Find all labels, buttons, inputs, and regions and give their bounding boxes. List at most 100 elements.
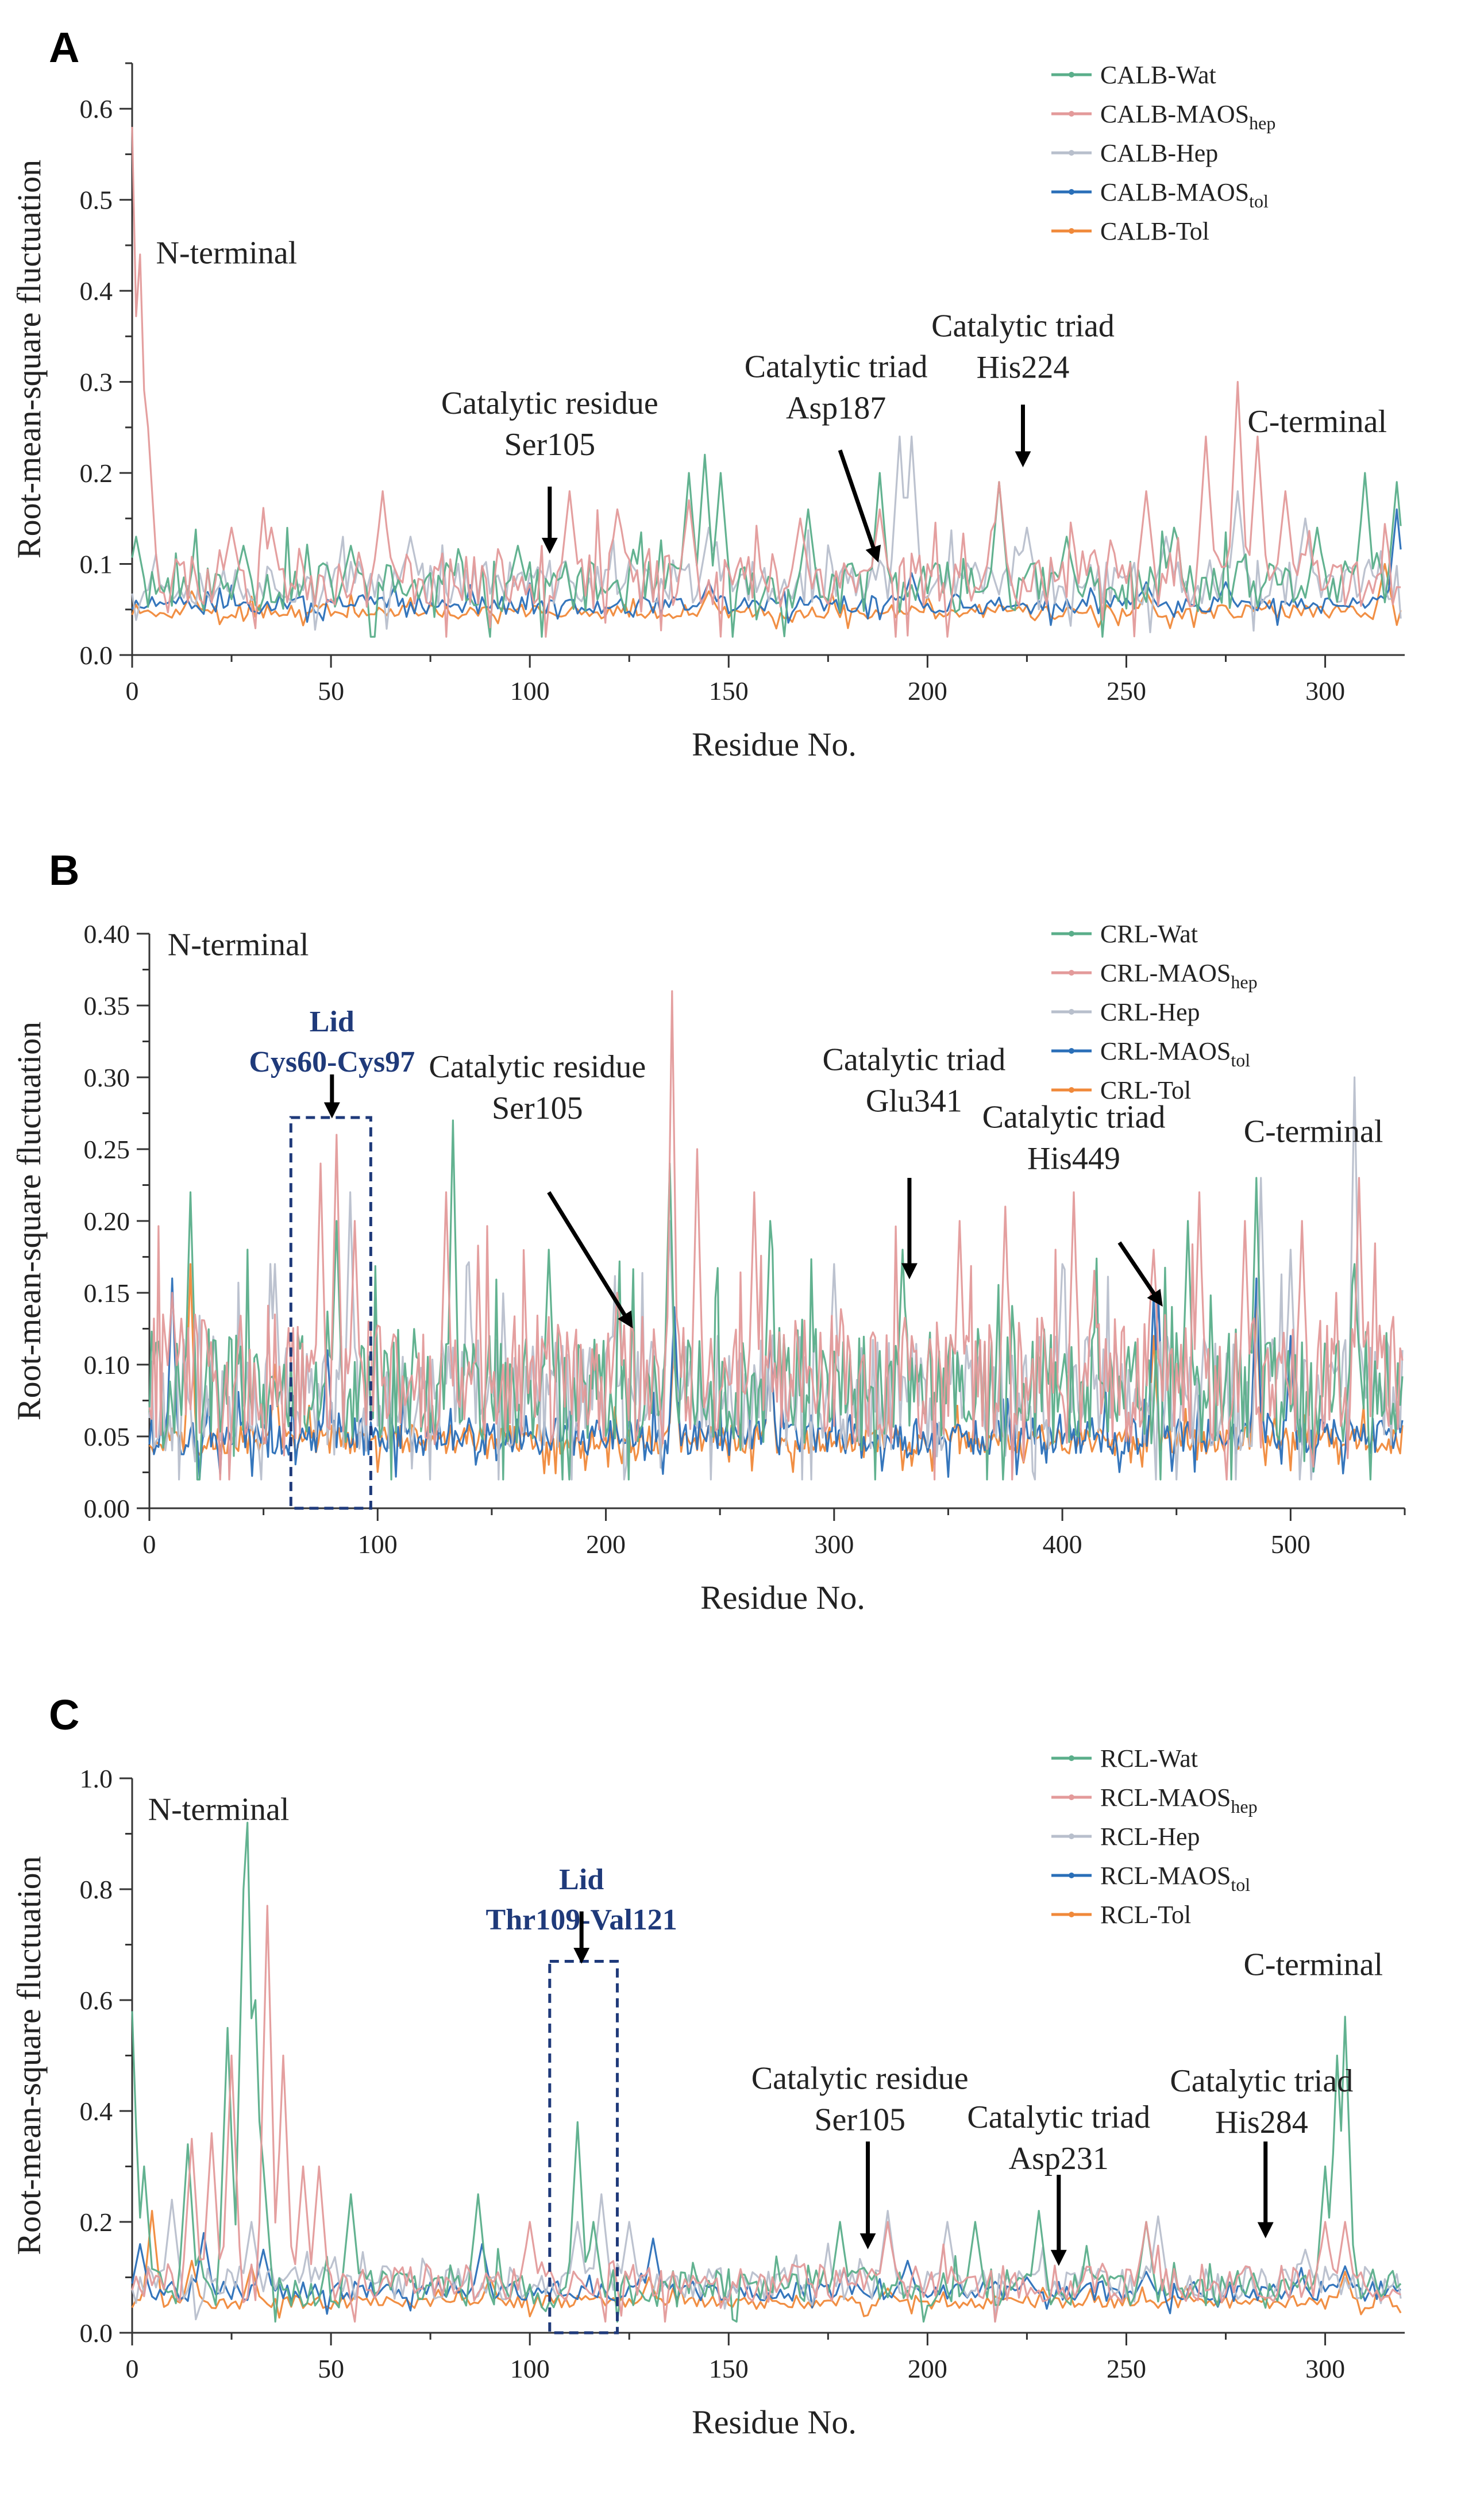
panel-a-x-tick-label: 300 <box>1305 676 1345 706</box>
panel-c-legend-marker <box>1069 1873 1074 1878</box>
panel-a-annotation-arrow <box>838 449 881 563</box>
panel-b-lid-box <box>289 1116 372 1510</box>
panel-c-legend-label: RCL-Wat <box>1100 1744 1198 1773</box>
panel-a-legend-label: CALB-Hep <box>1100 139 1218 167</box>
panel-a-x-tick-label: 100 <box>510 676 550 706</box>
panel-b-y-axis-title: Root-mean-square fluctuation <box>10 1022 48 1420</box>
panel-a-annotation-text: Catalytic triad <box>931 308 1115 344</box>
panel-c-x-tick-label: 300 <box>1305 2354 1345 2383</box>
panel-b-lid-label: Cys60-Cys97 <box>249 1046 415 1078</box>
panel-b-letter: B <box>49 846 79 894</box>
panel-a-x-tick-label: 200 <box>908 676 947 706</box>
panel-a-legend-label: CALB-MAOStol <box>1100 178 1269 211</box>
panel-c-annotation-text: Catalytic triad <box>1170 2063 1353 2099</box>
panel-c-lid-box <box>548 1959 619 2335</box>
panel-c-y-axis-title: Root-mean-square fluctuation <box>10 1856 48 2255</box>
panel-c-x-tick-label: 200 <box>908 2354 947 2383</box>
panel-a-y-tick-label: 0.1 <box>80 550 113 579</box>
panel-c-x-axis-title: Residue No. <box>692 2403 857 2441</box>
panel-b-annotation-arrow <box>1117 1241 1163 1307</box>
panel-c-annotation-text: N-terminal <box>148 1792 290 1827</box>
panel-a-x-tick-label: 250 <box>1107 676 1146 706</box>
panel-b-y-tick-label: 0.05 <box>84 1422 130 1451</box>
panel-a-legend-label: CALB-MAOShep <box>1100 100 1275 133</box>
panel-b-legend-label: CRL-Hep <box>1100 998 1200 1026</box>
panel-b-annotation-text: N-terminal <box>168 927 309 963</box>
panel-b-y-tick-label: 0.10 <box>84 1350 130 1380</box>
panel-c-x-tick-label: 150 <box>709 2354 749 2383</box>
panel-c-legend-label: RCL-Hep <box>1100 1823 1200 1851</box>
panel-a-y-tick-label: 0.5 <box>80 186 113 215</box>
panel-a-annotation-text: His224 <box>977 349 1070 385</box>
panel-c-x-tick-label: 0 <box>126 2354 139 2383</box>
panel-c-legend-marker <box>1069 1912 1074 1917</box>
panel-c-annotation-text: Catalytic triad <box>967 2099 1150 2135</box>
panel-b-annotation-text: Catalytic triad <box>982 1100 1166 1135</box>
panel-c-y-tick-label: 0.6 <box>80 1986 113 2015</box>
panel-a-annotation-text: Catalytic residue <box>441 386 658 421</box>
panel-b-x-tick-label: 200 <box>586 1530 626 1559</box>
panel-a-legend-marker <box>1069 189 1074 195</box>
panel-b-legend-label: CRL-MAOStol <box>1100 1037 1250 1070</box>
panel-c-legend-label: RCL-MAOStol <box>1100 1862 1250 1895</box>
panel-c-annotation-text: Catalytic residue <box>751 2060 969 2096</box>
panel-c-legend-label: RCL-Tol <box>1100 1901 1191 1929</box>
panel-b-annotation-text: C-terminal <box>1244 1114 1383 1150</box>
panel-b-annotation-text: His449 <box>1027 1141 1120 1177</box>
panel-c-annotation-text: C-terminal <box>1244 1947 1383 1983</box>
panel-a-y-tick-label: 0.2 <box>80 459 113 488</box>
panel-b-x-tick-label: 0 <box>143 1530 156 1559</box>
panel-c-annotation-text: Ser105 <box>814 2102 905 2137</box>
panel-b-legend-label: CRL-Wat <box>1100 920 1198 948</box>
panel-c-lid-label: Lid <box>559 1863 604 1896</box>
panel-b-annotation-text: Ser105 <box>492 1091 583 1126</box>
panel-c-legend-marker <box>1069 1794 1074 1800</box>
panel-b-legend-marker <box>1069 931 1074 937</box>
panel-b-legend-marker <box>1069 1087 1074 1093</box>
panel-c-series-group <box>131 1821 1402 2323</box>
panel-b-legend-marker <box>1069 970 1074 976</box>
panel-a-x-tick-label: 150 <box>709 676 749 706</box>
panel-c-x-tick-label: 250 <box>1107 2354 1146 2383</box>
panel-a-y-tick-label: 0.0 <box>80 641 113 670</box>
panel-b-y-tick-label: 0.00 <box>84 1494 130 1523</box>
panel-c-annotation-text: Asp231 <box>1009 2141 1109 2176</box>
panel-b-annotation-arrow <box>547 1191 633 1328</box>
panel-a-x-axis-title: Residue No. <box>692 726 857 763</box>
panel-a-annotation-text: C-terminal <box>1247 404 1387 440</box>
panel-b: B 0 100 200 300 400 500 0.00 0.05 0.10 0.15 0.20 0.… <box>10 846 1406 1616</box>
panel-b-x-axis-title: Residue No. <box>700 1579 865 1616</box>
panel-b-legend-marker <box>1069 1048 1074 1054</box>
panel-b-x-tick-label: 500 <box>1271 1530 1310 1559</box>
panel-a-legend-marker <box>1069 150 1074 156</box>
panel-b-y-tick-label: 0.25 <box>84 1135 130 1164</box>
panel-c-annotation-text: His284 <box>1215 2105 1308 2140</box>
panel-a-x-tick-label: 50 <box>318 676 344 706</box>
panel-a-legend-label: CALB-Tol <box>1100 217 1209 245</box>
panel-a-legend-marker <box>1069 228 1074 234</box>
panel-c-legend-marker <box>1069 1833 1074 1839</box>
panel-b-lid-label: Lid <box>310 1006 354 1038</box>
panel-b-annotation-text: Catalytic triad <box>822 1042 1005 1078</box>
panel-a-legend-marker <box>1069 111 1074 117</box>
panel-c-y-tick-label: 0.8 <box>80 1875 113 1904</box>
panel-b-annotation-text: Catalytic residue <box>429 1049 646 1085</box>
panel-a-series-group <box>131 126 1402 638</box>
panel-b-plot: 0 100 200 300 400 500 0.00 0.05 0.10 0.15 0.20 0.25… <box>10 919 1406 1616</box>
panel-a-legend: CALB-Wat CALB-MAOShep CALB-Hep CALB-MAOStol… <box>1051 61 1275 245</box>
panel-c-y-tick-label: 0.0 <box>80 2318 113 2348</box>
panel-b-x-tick-label: 400 <box>1043 1530 1082 1559</box>
panel-a-y-tick-label: 0.4 <box>80 276 113 306</box>
panel-c-y-tick-label: 0.2 <box>80 2208 113 2237</box>
panel-b-series-group <box>148 990 1404 1481</box>
panel-a-series-line-calb-maos-hep <box>131 126 1401 638</box>
panel-c: C 0 50 100 150 200 250 300 0.0 0.2 0.4 0.6 0.8 1.0 Re… <box>10 1691 1405 2441</box>
panel-b-y-tick-label: 0.30 <box>84 1063 130 1092</box>
panel-b-y-tick-label: 0.15 <box>84 1278 130 1308</box>
panel-a-x-tick-label: 0 <box>126 676 139 706</box>
panel-c-series-line-rcl-maos-hep <box>131 1905 1401 2323</box>
panel-c-letter: C <box>49 1691 79 1739</box>
panel-c-legend: RCL-Wat RCL-MAOShep RCL-Hep RCL-MAOStol RCL-… <box>1051 1744 1258 1929</box>
panel-a-legend-marker <box>1069 72 1074 78</box>
